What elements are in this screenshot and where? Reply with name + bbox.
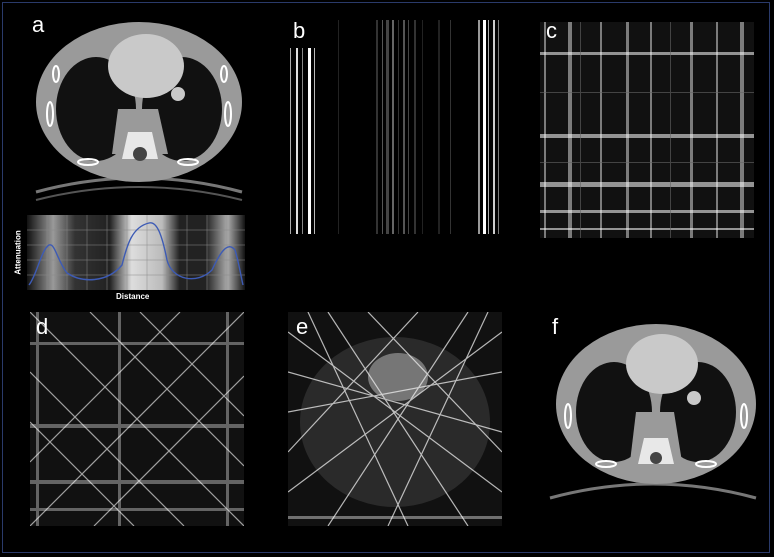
- panel-c-two-angle-backprojection: [540, 22, 754, 238]
- panel-f-reconstruction: [546, 312, 760, 512]
- ct-slice-image-f: [546, 312, 760, 512]
- profile-plot: [27, 215, 245, 290]
- panel-label-f: f: [552, 314, 559, 339]
- crosshatch-image-d: [29, 311, 245, 527]
- attenuation-profile: [27, 215, 245, 290]
- profile-curve: [28, 222, 244, 286]
- panel-label-c: c: [546, 18, 557, 43]
- vertical-stripes-image: [288, 20, 504, 234]
- crosshatch-image-e: [287, 311, 503, 527]
- panel-label-d: d: [36, 314, 49, 339]
- panel-label-a: a: [32, 12, 45, 37]
- ct-slice-image-a: [28, 14, 250, 204]
- panel-b-sinogram-backprojection: [288, 20, 504, 234]
- panel-a-ct-slice: [28, 14, 250, 204]
- panel-e-many-angle-backprojection: [287, 311, 503, 527]
- profile-ylabel: Attenuation: [13, 230, 23, 275]
- panel-label-b: b: [293, 18, 306, 43]
- profile-xlabel: Distance: [116, 292, 150, 301]
- panel-d-multi-angle-backprojection: [29, 311, 245, 527]
- grid-pattern-image: [540, 22, 754, 238]
- panel-label-e: e: [296, 314, 309, 339]
